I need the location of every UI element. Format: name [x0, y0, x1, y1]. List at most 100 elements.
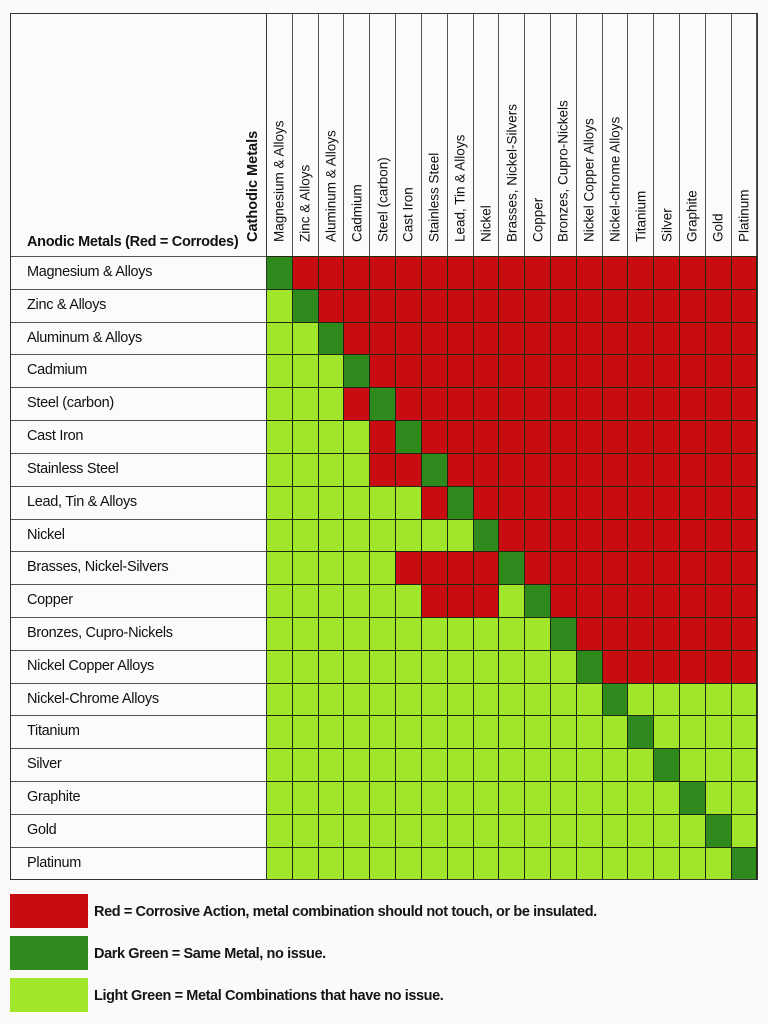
cell-same-metal	[705, 813, 732, 847]
cell-corrosive	[705, 387, 732, 421]
cell-compatible	[628, 748, 655, 782]
cell-compatible	[396, 485, 422, 519]
cell-compatible	[370, 616, 397, 650]
cell-corrosive	[499, 452, 526, 486]
cell-corrosive	[525, 420, 551, 453]
cell-corrosive	[602, 616, 629, 650]
cell-corrosive	[705, 452, 732, 486]
cell-corrosive	[731, 387, 758, 421]
cell-compatible	[525, 748, 551, 782]
cell-compatible	[396, 781, 422, 814]
cell-compatible	[292, 715, 319, 749]
cell-corrosive	[680, 551, 706, 585]
cell-compatible	[628, 813, 655, 847]
cell-corrosive	[654, 452, 681, 486]
cell-corrosive	[602, 649, 629, 683]
cell-compatible	[473, 649, 500, 683]
cell-compatible	[447, 682, 474, 716]
cell-compatible	[499, 616, 526, 650]
cell-same-metal	[602, 682, 629, 716]
cell-corrosive	[654, 256, 681, 289]
cell-compatible	[473, 813, 500, 847]
column-header-label: Lead, Tin & Alloys	[452, 134, 468, 242]
column-header-label: Stainless Steel	[426, 152, 442, 242]
cell-compatible	[267, 781, 293, 814]
cell-same-metal	[396, 420, 422, 453]
cell-corrosive	[370, 354, 397, 388]
cell-compatible	[267, 354, 293, 388]
cell-corrosive	[705, 616, 732, 650]
cell-corrosive	[525, 354, 551, 388]
cell-compatible	[550, 715, 577, 749]
column-header: Zinc & Alloys	[293, 14, 319, 256]
cell-compatible	[370, 781, 397, 814]
cell-corrosive	[396, 288, 422, 322]
cell-compatible	[344, 518, 371, 552]
cell-compatible	[499, 748, 526, 782]
cell-compatible	[370, 518, 397, 552]
cell-same-metal	[525, 584, 551, 617]
cell-compatible	[292, 518, 319, 552]
legend-text: Dark Green = Same Metal, no issue.	[94, 946, 326, 962]
column-header: Titanium	[628, 14, 655, 256]
cell-corrosive	[654, 420, 681, 453]
cell-corrosive	[473, 354, 500, 388]
cell-corrosive	[576, 485, 603, 519]
cell-corrosive	[705, 649, 732, 683]
cell-compatible	[292, 682, 319, 716]
anodic-axis-label: Anodic Metals (Red = Corrodes)	[27, 234, 239, 250]
cell-compatible	[447, 781, 474, 814]
cell-compatible	[550, 846, 577, 880]
column-header-label: Nickel-chrome Alloys	[607, 116, 623, 242]
legend-item: Red = Corrosive Action, metal combinatio…	[10, 894, 768, 930]
cell-compatible	[421, 649, 448, 683]
cell-corrosive	[499, 420, 526, 453]
cell-corrosive	[654, 354, 681, 388]
column-header-label: Cast Iron	[400, 187, 416, 242]
cell-compatible	[576, 813, 603, 847]
cell-corrosive	[602, 256, 629, 289]
cell-corrosive	[525, 387, 551, 421]
cell-compatible	[550, 781, 577, 814]
cell-compatible	[447, 616, 474, 650]
row-label: Cadmium	[11, 354, 267, 388]
column-header-label: Brasses, Nickel-Silvers	[504, 103, 520, 242]
cell-compatible	[292, 354, 319, 388]
cell-compatible	[421, 748, 448, 782]
chart-header: Anodic Metals (Red = Corrodes) Cathodic …	[11, 14, 758, 256]
cell-compatible	[396, 518, 422, 552]
cell-compatible	[499, 846, 526, 880]
row-label: Cast Iron	[11, 420, 267, 453]
cell-corrosive	[473, 551, 500, 585]
cell-corrosive	[576, 452, 603, 486]
legend-item: Dark Green = Same Metal, no issue.	[10, 936, 768, 972]
cell-corrosive	[499, 485, 526, 519]
cell-compatible	[499, 781, 526, 814]
cell-compatible	[396, 584, 422, 617]
row-label: Zinc & Alloys	[11, 288, 267, 322]
cell-corrosive	[628, 420, 655, 453]
cell-compatible	[370, 682, 397, 716]
cell-compatible	[525, 846, 551, 880]
cell-corrosive	[525, 551, 551, 585]
cell-corrosive	[421, 256, 448, 289]
cell-corrosive	[550, 518, 577, 552]
cell-compatible	[344, 420, 371, 453]
column-header: Aluminum & Alloys	[319, 14, 345, 256]
cell-corrosive	[628, 485, 655, 519]
cell-corrosive	[344, 387, 371, 421]
cell-compatible	[267, 715, 293, 749]
cell-compatible	[447, 518, 474, 552]
column-header: Stainless Steel	[422, 14, 448, 256]
cell-corrosive	[705, 420, 732, 453]
cell-corrosive	[731, 649, 758, 683]
column-header: Lead, Tin & Alloys	[448, 14, 474, 256]
cell-corrosive	[525, 256, 551, 289]
cell-compatible	[318, 452, 345, 486]
cell-corrosive	[421, 584, 448, 617]
cell-compatible	[473, 682, 500, 716]
column-header: Magnesium & Alloys	[267, 14, 293, 256]
cell-compatible	[267, 387, 293, 421]
cell-compatible	[731, 715, 758, 749]
column-header: Copper	[525, 14, 551, 256]
